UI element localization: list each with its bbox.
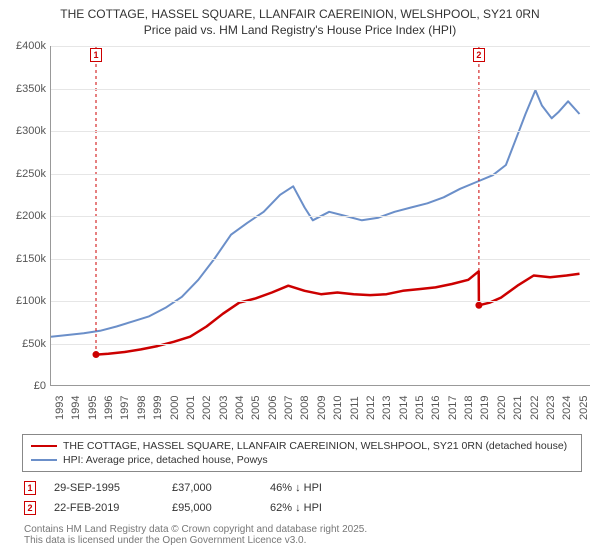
- xtick-label: 2025: [578, 396, 590, 420]
- xtick-label: 2010: [332, 396, 344, 420]
- xtick-label: 2017: [447, 396, 459, 420]
- gridline-h: [51, 301, 590, 302]
- xtick-label: 1995: [87, 396, 99, 420]
- gridline-h: [51, 131, 590, 132]
- chart-footer: THE COTTAGE, HASSEL SQUARE, LLANFAIR CAE…: [22, 434, 582, 546]
- legend-row-hpi: HPI: Average price, detached house, Powy…: [31, 453, 573, 467]
- legend-swatch-hpi: [31, 459, 57, 461]
- xtick-label: 2000: [169, 396, 181, 420]
- transaction-date-1: 29-SEP-1995: [54, 482, 154, 494]
- xtick-label: 2001: [185, 396, 197, 420]
- xtick-label: 2022: [529, 396, 541, 420]
- license-text: Contains HM Land Registry data © Crown c…: [22, 518, 582, 546]
- legend-label-hpi: HPI: Average price, detached house, Powy…: [63, 454, 268, 466]
- sale-marker-box-2: 2: [473, 48, 485, 62]
- xtick-label: 2013: [381, 396, 393, 420]
- xtick-label: 2002: [201, 396, 213, 420]
- ytick-label: £350k: [0, 83, 46, 95]
- transaction-marker-2: 2: [24, 501, 36, 515]
- xtick-label: 2019: [479, 396, 491, 420]
- xtick-label: 1999: [152, 396, 164, 420]
- xtick-label: 2016: [430, 396, 442, 420]
- xtick-label: 2012: [365, 396, 377, 420]
- gridline-h: [51, 46, 590, 47]
- xtick-label: 1993: [54, 396, 66, 420]
- gridline-h: [51, 89, 590, 90]
- chart-title: THE COTTAGE, HASSEL SQUARE, LLANFAIR CAE…: [0, 0, 600, 42]
- xtick-label: 2015: [414, 396, 426, 420]
- xtick-label: 2009: [316, 396, 328, 420]
- ytick-label: £150k: [0, 253, 46, 265]
- legend-row-price-paid: THE COTTAGE, HASSEL SQUARE, LLANFAIR CAE…: [31, 439, 573, 453]
- xtick-label: 1997: [119, 396, 131, 420]
- transaction-row-2: 2 22-FEB-2019 £95,000 62% ↓ HPI: [22, 498, 582, 518]
- transaction-price-2: £95,000: [172, 502, 252, 514]
- xtick-label: 2023: [545, 396, 557, 420]
- legend-box: THE COTTAGE, HASSEL SQUARE, LLANFAIR CAE…: [22, 434, 582, 472]
- xtick-label: 2006: [267, 396, 279, 420]
- gridline-h: [51, 216, 590, 217]
- xtick-label: 2018: [463, 396, 475, 420]
- xtick-label: 2005: [250, 396, 262, 420]
- xtick-label: 2003: [218, 396, 230, 420]
- xtick-label: 2021: [512, 396, 524, 420]
- xtick-label: 2007: [283, 396, 295, 420]
- series-hpi: [51, 90, 580, 337]
- xtick-label: 1994: [70, 396, 82, 420]
- ytick-label: £200k: [0, 210, 46, 222]
- xtick-label: 2004: [234, 396, 246, 420]
- plot-region: 12: [50, 46, 590, 386]
- transaction-price-1: £37,000: [172, 482, 252, 494]
- chart-area: 12 £0£50k£100k£150k£200k£250k£300k£350k£…: [0, 46, 600, 426]
- license-line-1: Contains HM Land Registry data © Crown c…: [24, 524, 580, 535]
- legend-swatch-price-paid: [31, 445, 57, 447]
- xtick-label: 2020: [496, 396, 508, 420]
- transaction-pct-1: 46% ↓ HPI: [270, 482, 370, 494]
- license-line-2: This data is licensed under the Open Gov…: [24, 535, 580, 546]
- gridline-h: [51, 259, 590, 260]
- ytick-label: £100k: [0, 295, 46, 307]
- transaction-row-1: 1 29-SEP-1995 £37,000 46% ↓ HPI: [22, 478, 582, 498]
- sale-marker-dot-1: [93, 351, 100, 358]
- xtick-label: 1998: [136, 396, 148, 420]
- ytick-label: £300k: [0, 125, 46, 137]
- gridline-h: [51, 344, 590, 345]
- ytick-label: £400k: [0, 40, 46, 52]
- xtick-label: 2008: [299, 396, 311, 420]
- sale-marker-box-1: 1: [90, 48, 102, 62]
- title-line-2: Price paid vs. HM Land Registry's House …: [8, 22, 592, 38]
- sale-marker-dot-2: [475, 302, 482, 309]
- ytick-label: £250k: [0, 168, 46, 180]
- transaction-date-2: 22-FEB-2019: [54, 502, 154, 514]
- xtick-label: 2024: [561, 396, 573, 420]
- legend-label-price-paid: THE COTTAGE, HASSEL SQUARE, LLANFAIR CAE…: [63, 440, 567, 452]
- ytick-label: £50k: [0, 338, 46, 350]
- xtick-label: 2011: [349, 396, 361, 420]
- xtick-label: 1996: [103, 396, 115, 420]
- title-line-1: THE COTTAGE, HASSEL SQUARE, LLANFAIR CAE…: [8, 6, 592, 22]
- series-price_paid: [96, 271, 580, 354]
- xtick-label: 2014: [398, 396, 410, 420]
- transaction-pct-2: 62% ↓ HPI: [270, 502, 370, 514]
- gridline-h: [51, 174, 590, 175]
- transaction-marker-1: 1: [24, 481, 36, 495]
- ytick-label: £0: [0, 380, 46, 392]
